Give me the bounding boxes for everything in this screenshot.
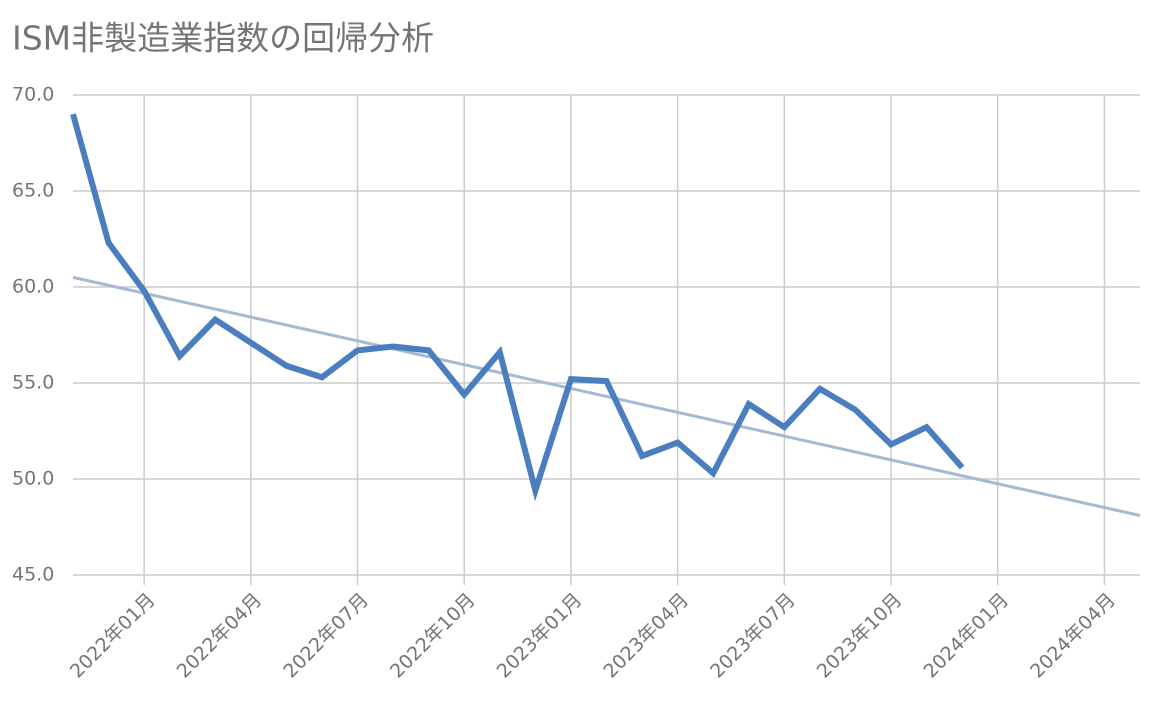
x-tick-label: 2023年01月 — [493, 589, 587, 683]
x-tick-label: 2023年04月 — [599, 589, 693, 683]
x-tick-label: 2024年04月 — [1026, 589, 1120, 683]
y-tick-label: 65.0 — [12, 180, 54, 202]
x-tick-label: 2023年07月 — [706, 589, 800, 683]
y-tick-label: 60.0 — [12, 276, 54, 298]
x-tick-label: 2022年04月 — [173, 589, 267, 683]
x-tick-label: 2023年10月 — [813, 589, 907, 683]
y-tick-label: 50.0 — [12, 468, 54, 490]
y-tick-label: 45.0 — [12, 564, 54, 586]
line-series — [70, 113, 965, 502]
chart-title: ISM非製造業指数の回帰分析 — [12, 19, 434, 58]
y-tick-label: 70.0 — [12, 84, 54, 106]
x-tick-label: 2022年07月 — [279, 589, 373, 683]
x-tick-label: 2022年01月 — [66, 589, 160, 683]
x-tick-label: 2024年01月 — [919, 589, 1013, 683]
x-tick-label: 2022年10月 — [386, 589, 480, 683]
trendline — [72, 275, 1141, 517]
y-tick-label: 55.0 — [12, 372, 54, 394]
